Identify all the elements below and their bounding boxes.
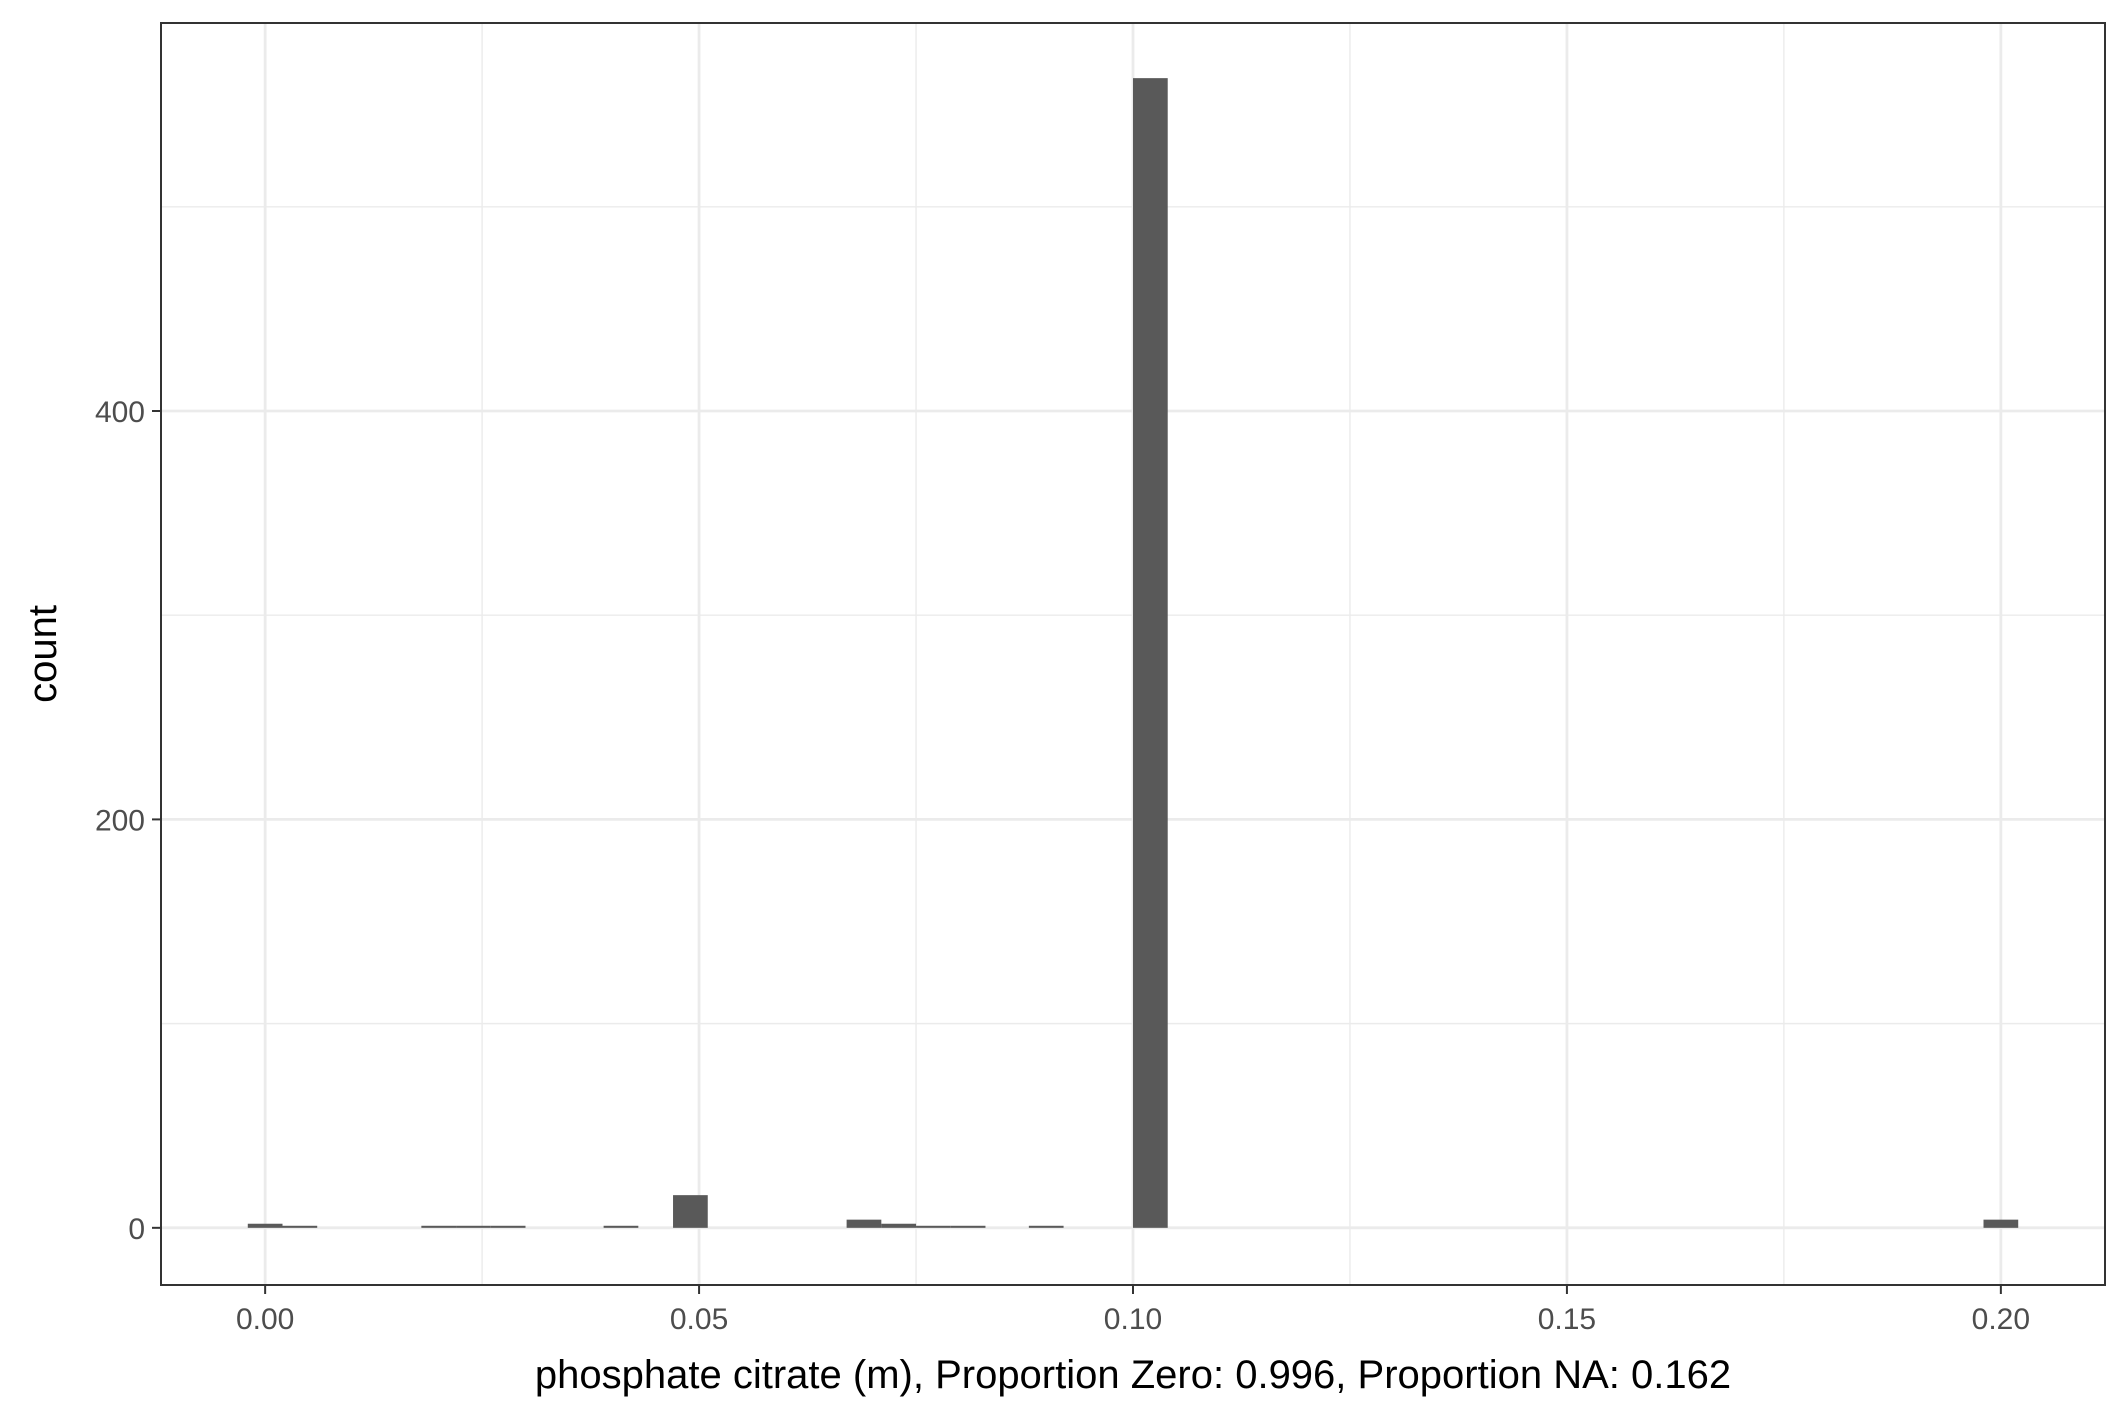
y-tick-label: 400 [95,396,145,429]
histogram-bar [1983,1219,2019,1228]
y-axis-ticks: 0 200 400 [95,396,161,1246]
x-tick-label: 0.00 [236,1303,294,1336]
x-tick-label: 0.20 [1972,1303,2030,1336]
x-axis-title: phosphate citrate (m), Proportion Zero: … [535,1353,1731,1397]
x-tick-label: 0.05 [670,1303,728,1336]
histogram-bar [1028,1225,1064,1228]
histogram-bar [490,1225,526,1228]
histogram-bar [673,1195,708,1228]
y-tick-label: 200 [95,804,145,837]
x-tick-label: 0.15 [1538,1303,1596,1336]
histogram-bar [916,1225,951,1228]
histogram-bar [881,1223,917,1228]
histogram-bar [1133,78,1168,1228]
y-tick-label: 0 [128,1213,145,1246]
histogram-bar [247,1223,283,1228]
histogram-bar [846,1219,882,1228]
histogram-bar [950,1225,986,1228]
histogram-bar [603,1225,639,1228]
histogram-bar [421,1225,457,1228]
x-axis-ticks: 0.00 0.05 0.10 0.15 0.20 [236,1285,2030,1336]
y-axis-title: count [21,605,65,703]
x-tick-label: 0.10 [1104,1303,1162,1336]
histogram-bar [282,1225,318,1228]
histogram-bars [247,78,2019,1228]
histogram-bar [456,1225,491,1228]
